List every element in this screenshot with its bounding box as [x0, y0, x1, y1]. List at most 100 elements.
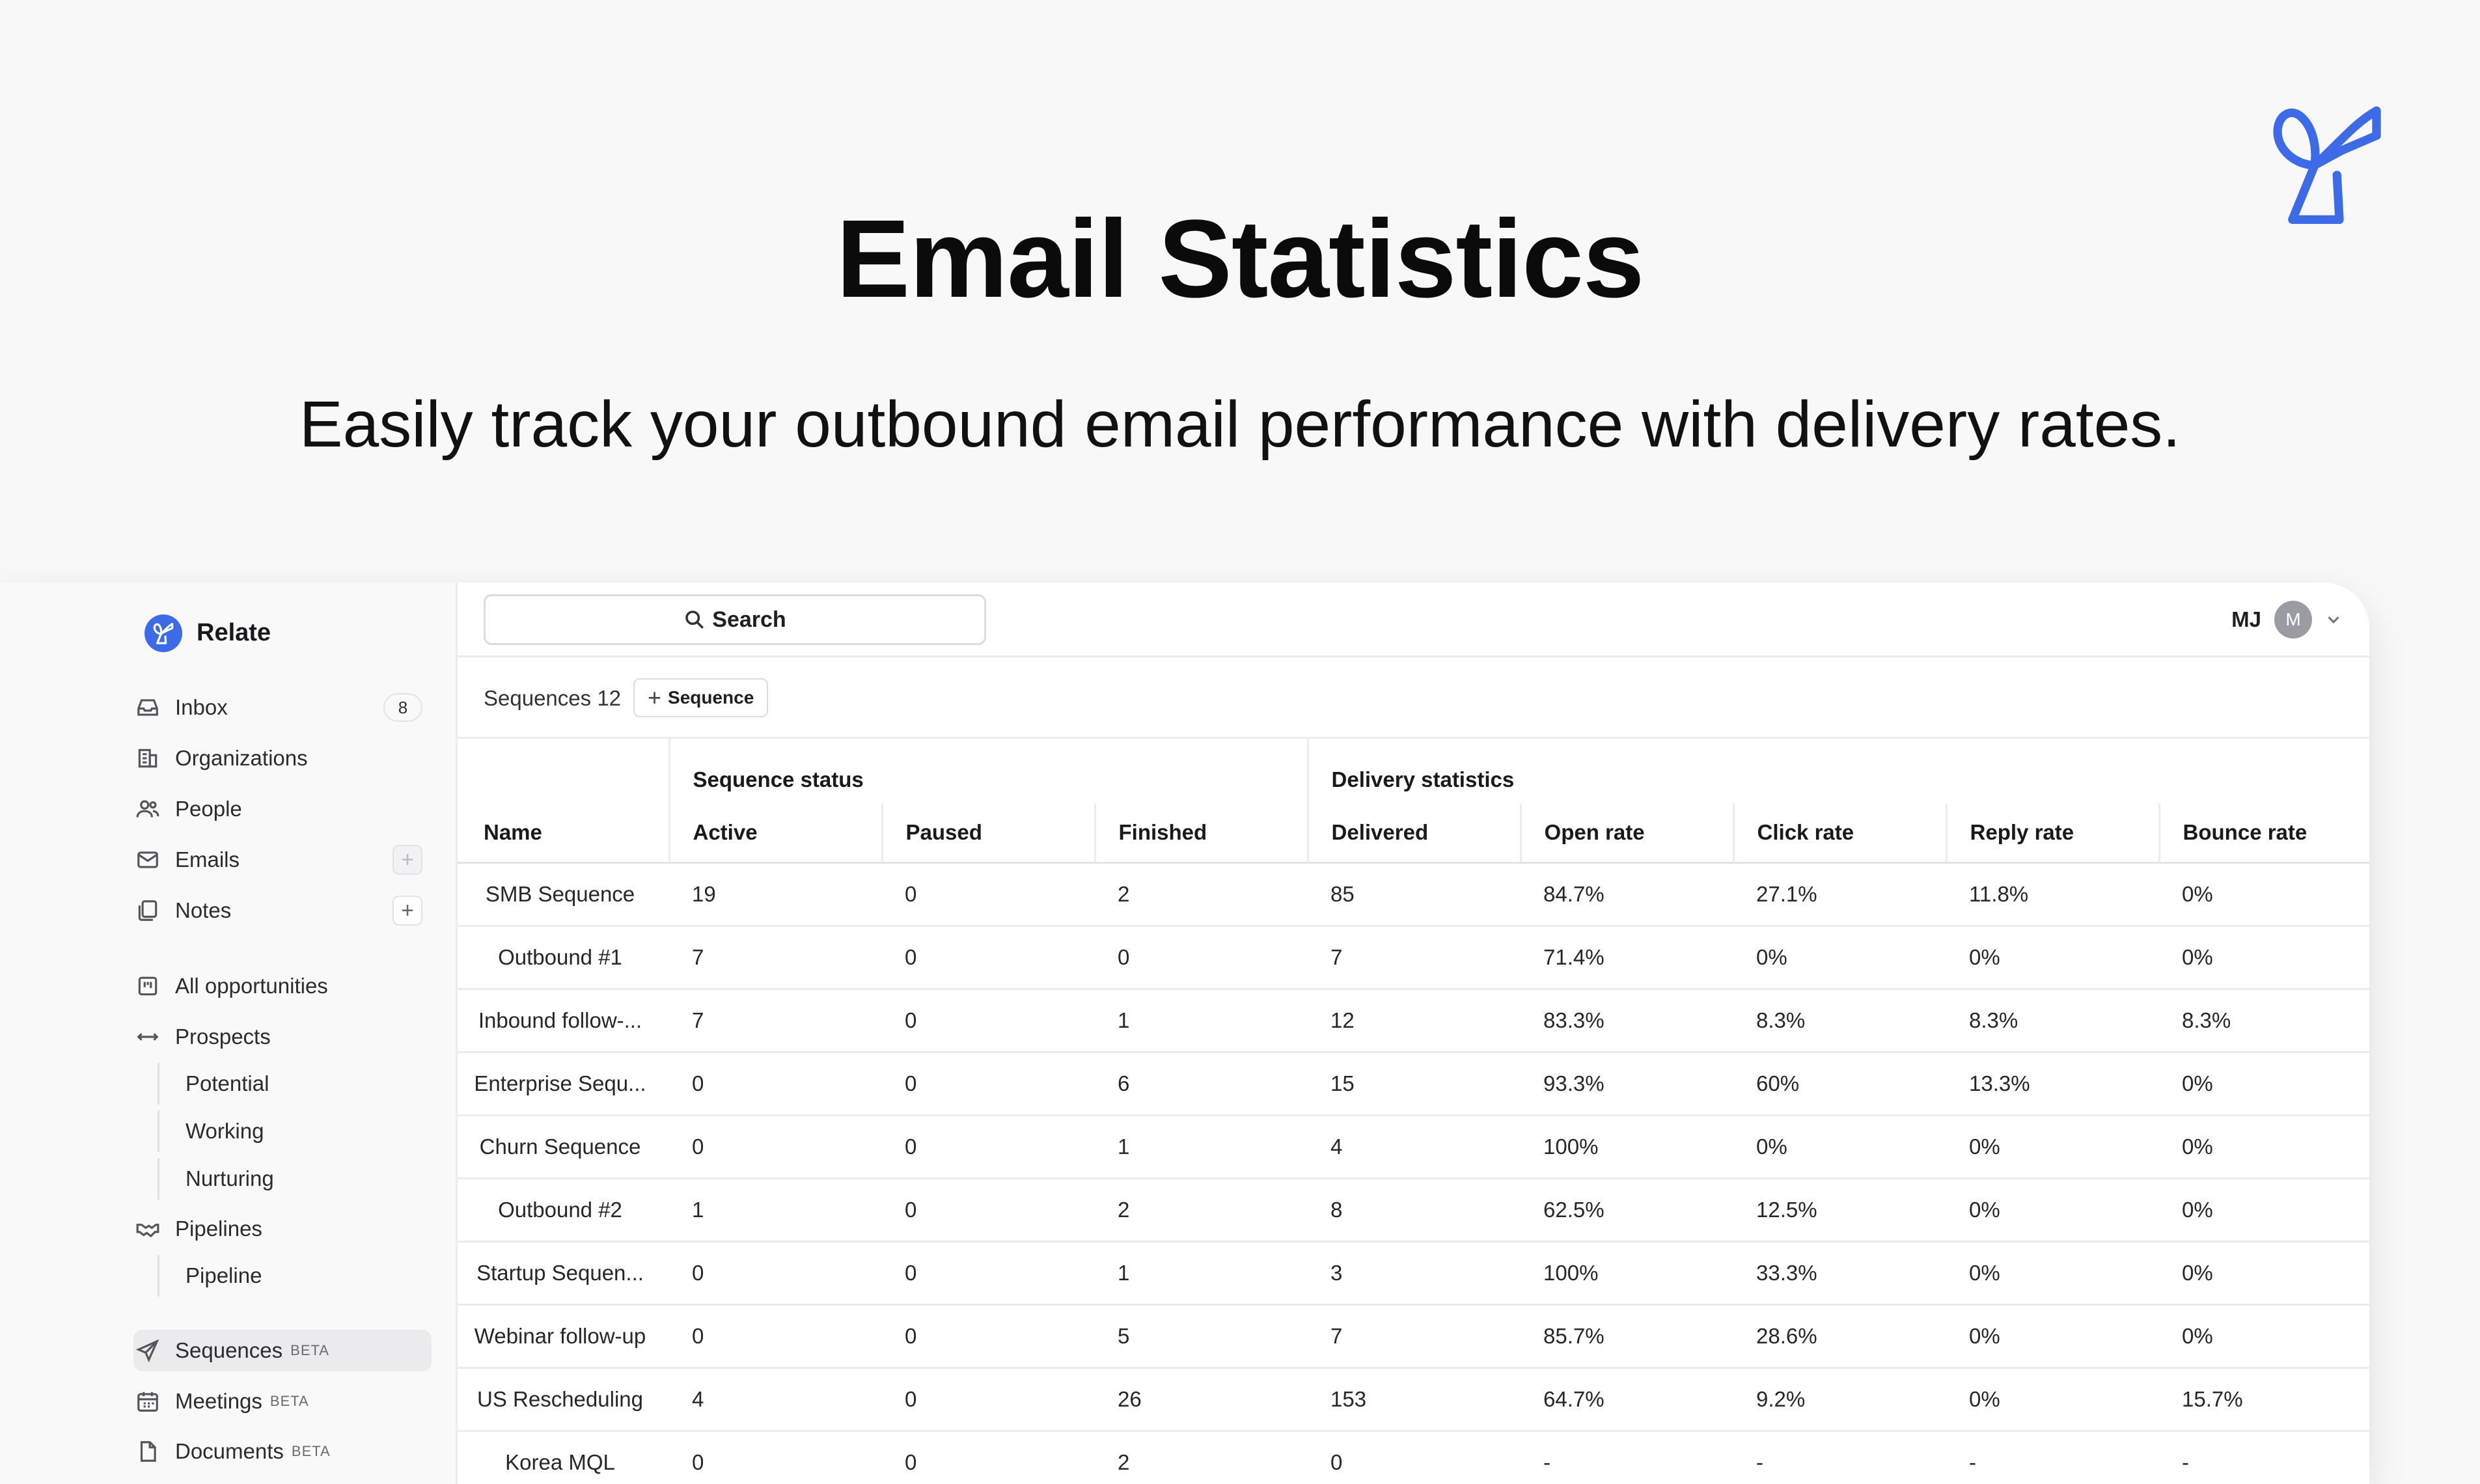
table-cell: - — [1733, 1431, 1947, 1484]
sidebar-item-sequences[interactable]: Sequences BETA — [133, 1330, 432, 1371]
notes-icon — [133, 896, 162, 925]
sequences-toolbar: Sequences 12 + Sequence — [458, 657, 2369, 739]
sidebar-item-people[interactable]: People — [133, 788, 433, 830]
sequences-title: Sequences — [484, 685, 592, 710]
table-row[interactable]: Outbound #1 7 0 0 7 71.4% 0% 0% 0% — [458, 926, 2369, 990]
column-header[interactable]: Active — [668, 804, 882, 864]
table-cell: 0% — [1946, 1115, 2160, 1179]
beta-tag: BETA — [269, 1393, 309, 1409]
chevron-down-icon — [2328, 616, 2339, 624]
sequence-name-cell: Webinar follow-up — [458, 1304, 669, 1369]
workspace-switcher[interactable]: Relate — [145, 612, 271, 654]
table-cell: 4 — [1308, 1115, 1521, 1179]
table-cell: - — [1521, 1431, 1734, 1484]
table-cell: 1 — [669, 1178, 882, 1243]
user-menu[interactable]: MJ M — [2231, 597, 2343, 642]
group-delivery-statistics: Delivery statistics — [1306, 739, 2369, 804]
add-note-button[interactable]: + — [393, 896, 422, 926]
calendar-icon — [133, 1387, 162, 1416]
sidebar-item-label: Notes — [175, 898, 232, 922]
plus-icon: + — [648, 684, 662, 711]
sidebar-item-all-opportunities[interactable]: All opportunities — [133, 965, 433, 1007]
column-header[interactable]: Reply rate — [1945, 804, 2160, 864]
sidebar-item-label: Inbox — [175, 695, 228, 719]
table-cell: 0 — [882, 1241, 1095, 1306]
table-cell: 0% — [1946, 1241, 2160, 1306]
sidebar-item-notes[interactable]: Notes + — [133, 890, 433, 931]
table-row[interactable]: Inbound follow-... 7 0 1 12 83.3% 8.3% 8.3% 8.3% — [458, 989, 2369, 1053]
add-sequence-label: Sequence — [668, 687, 754, 708]
table-cell: 85 — [1308, 862, 1521, 927]
table-row[interactable]: Enterprise Sequ... 0 0 6 15 93.3% 60% 13.3% 0% — [458, 1052, 2369, 1116]
add-email-button[interactable]: + — [393, 845, 422, 875]
sidebar-item-prospects[interactable]: Prospects — [133, 1016, 433, 1058]
table-cell: 0 — [882, 1367, 1095, 1432]
table-cell: 0% — [2159, 1052, 2369, 1116]
table-cell: 6 — [1095, 1052, 1308, 1116]
table-cell: 9.2% — [1733, 1367, 1947, 1432]
send-icon — [133, 1336, 162, 1365]
sidebar-item-label: All opportunities — [175, 974, 328, 998]
column-header[interactable]: Bounce rate — [2158, 804, 2369, 864]
table-row[interactable]: Webinar follow-up 0 0 5 7 85.7% 28.6% 0% 0% — [458, 1304, 2369, 1369]
sidebar-item-label: Organizations — [175, 746, 308, 770]
table-cell: 0 — [1308, 1431, 1521, 1484]
table-cell: 3 — [1308, 1241, 1521, 1306]
sequence-name-cell: Outbound #1 — [458, 926, 669, 990]
table-row[interactable]: Startup Sequen... 0 0 1 3 100% 33.3% 0% 0% — [458, 1241, 2369, 1306]
sidebar-item-working[interactable]: Working — [158, 1110, 457, 1152]
table-cell: 1 — [1095, 989, 1308, 1053]
table-cell: 1 — [1095, 1241, 1308, 1306]
table-row[interactable]: US Rescheduling 4 0 26 153 64.7% 9.2% 0% 15.7% — [458, 1367, 2369, 1432]
table-row[interactable]: Korea MQL 0 0 2 0- - - - — [458, 1431, 2369, 1484]
table-row[interactable]: Churn Sequence 0 0 1 4 100% 0% 0% 0% — [458, 1115, 2369, 1179]
table-cell: 19 — [669, 862, 882, 927]
table-cell: 0% — [2159, 862, 2369, 927]
column-header[interactable]: Paused — [881, 804, 1095, 864]
column-header[interactable]: Name — [458, 804, 669, 864]
column-header[interactable]: Click rate — [1732, 804, 1947, 864]
table-cell: 7 — [1308, 926, 1521, 990]
table-cell: 62.5% — [1521, 1178, 1734, 1243]
table-cell: 33.3% — [1733, 1241, 1947, 1306]
column-header[interactable]: Open rate — [1519, 804, 1734, 864]
sidebar-item-organizations[interactable]: Organizations — [133, 737, 433, 779]
sidebar-item-pipelines[interactable]: Pipelines — [133, 1208, 433, 1250]
sidebar-item-documents[interactable]: Documents BETA — [133, 1431, 433, 1472]
topbar: Search MJ M — [458, 583, 2369, 657]
sidebar-item-nurturing[interactable]: Nurturing — [158, 1158, 457, 1200]
table-cell: 0 — [669, 1115, 882, 1179]
sidebar-item-pipeline[interactable]: Pipeline — [158, 1255, 457, 1297]
table-cell: 0 — [882, 1115, 1095, 1179]
table-cell: 71.4% — [1521, 926, 1734, 990]
table-cell: 84.7% — [1521, 862, 1734, 927]
workspace-logo-icon — [145, 614, 182, 652]
column-header[interactable]: Finished — [1094, 804, 1308, 864]
sequence-name-cell: Enterprise Sequ... — [458, 1052, 669, 1116]
table-row[interactable]: Outbound #2 1 0 2 8 62.5% 12.5% 0% 0% — [458, 1178, 2369, 1243]
table-cell: 60% — [1733, 1052, 1947, 1116]
sidebar-item-label: Emails — [175, 847, 240, 872]
table-cell: 0% — [2159, 926, 2369, 990]
sequence-name-cell: Startup Sequen... — [458, 1241, 669, 1306]
table-cell: - — [2159, 1431, 2369, 1484]
table-row[interactable]: SMB Sequence 19 0 2 85 84.7% 27.1% 11.8% 0% — [458, 862, 2369, 927]
sidebar-item-inbox[interactable]: Inbox 8 — [133, 687, 433, 728]
table-cell: 93.3% — [1521, 1052, 1734, 1116]
column-header[interactable]: Delivered — [1306, 804, 1521, 864]
sidebar-item-meetings[interactable]: Meetings BETA — [133, 1381, 433, 1422]
group-spacer — [458, 739, 669, 804]
sidebar-item-label: Meetings — [175, 1389, 262, 1413]
table-cell: 0 — [669, 1241, 882, 1306]
handshake-icon — [133, 1215, 162, 1243]
search-input[interactable]: Search — [484, 594, 986, 645]
table-cell: 0% — [1946, 1178, 2160, 1243]
sequence-name-cell: US Rescheduling — [458, 1367, 669, 1432]
table-cell: 0 — [882, 1052, 1095, 1116]
board-icon — [133, 972, 162, 1000]
sidebar-item-emails[interactable]: Emails + — [133, 839, 433, 881]
add-sequence-button[interactable]: + Sequence — [633, 678, 769, 717]
sidebar-item-potential[interactable]: Potential — [158, 1063, 457, 1105]
table-cell: 13.3% — [1946, 1052, 2160, 1116]
table-cell: 0% — [2159, 1304, 2369, 1369]
